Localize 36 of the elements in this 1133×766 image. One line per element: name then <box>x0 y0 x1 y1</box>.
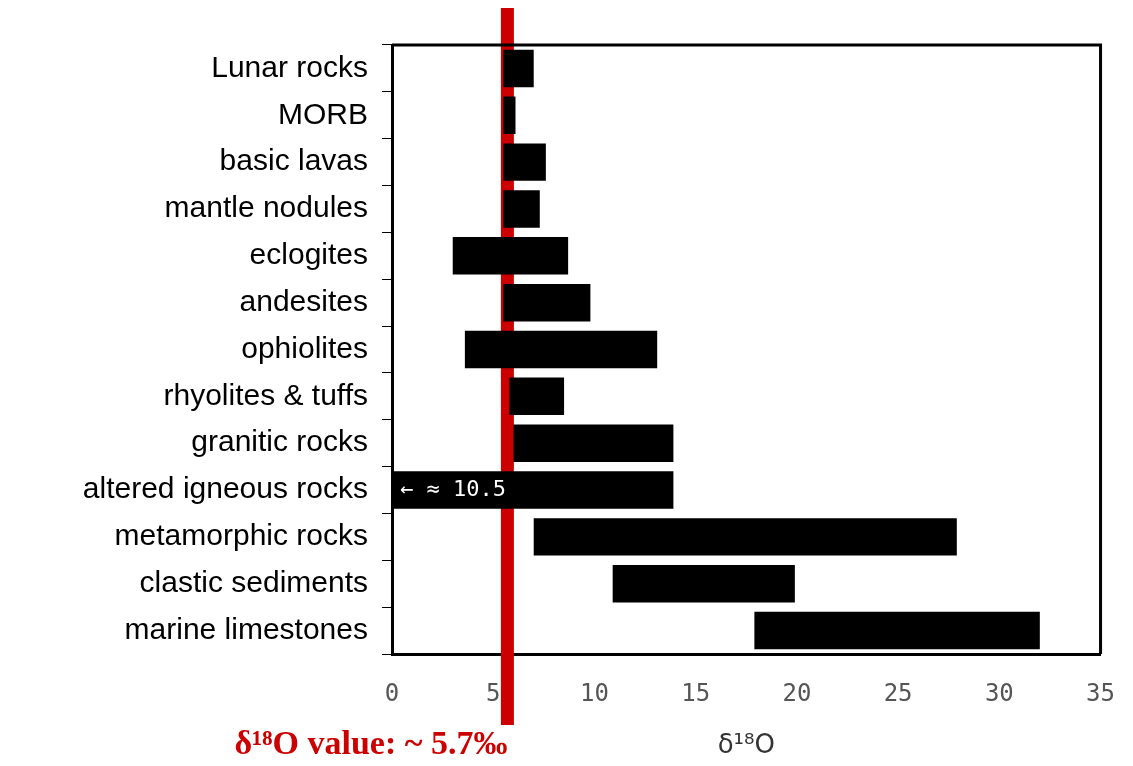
x-axis-title: δ¹⁸O <box>717 729 775 760</box>
x-tick-label: 20 <box>782 678 812 707</box>
bar <box>503 283 591 322</box>
y-tick-label: rhyolites & tuffs <box>163 377 368 411</box>
y-tick-label: altered igneous rocks <box>82 471 368 505</box>
bar <box>612 564 795 603</box>
x-tick-label: 0 <box>384 678 400 707</box>
y-tick-label: basic lavas <box>219 143 368 177</box>
bar <box>533 518 957 556</box>
y-tick-label: MORB <box>278 96 368 130</box>
y-tick-label: clastic sediments <box>139 565 368 598</box>
x-tick-label: 5 <box>485 678 501 707</box>
x-tick-label: 15 <box>681 678 711 707</box>
y-tick-label: Lunar rocks <box>211 49 368 83</box>
bar <box>503 96 516 135</box>
bar <box>754 611 1040 650</box>
y-tick-label: mantle nodules <box>164 190 368 224</box>
y-tick-label: eclogites <box>249 237 368 271</box>
bar <box>513 424 674 462</box>
y-tick-label: andesites <box>239 283 368 317</box>
y-tick-label: granitic rocks <box>191 424 368 458</box>
bar <box>503 143 546 181</box>
annotation: ← ≈ 10.5 <box>400 475 506 501</box>
x-tick-label: 30 <box>984 678 1014 707</box>
x-tick-label: 25 <box>883 678 913 707</box>
bar <box>503 49 534 88</box>
bar <box>509 377 565 416</box>
x-tick-label: 10 <box>579 678 609 707</box>
bar <box>452 237 569 275</box>
y-tick-label: ophiolites <box>241 330 368 364</box>
bar <box>464 330 658 369</box>
y-tick-label: marine limestones <box>124 611 368 645</box>
ref-line-label: δ¹⁸O value: ~ 5.7‰ <box>234 723 508 761</box>
x-tick-label: 35 <box>1086 678 1115 707</box>
bar <box>503 190 540 228</box>
y-tick-label: metamorphic rocks <box>114 518 368 552</box>
